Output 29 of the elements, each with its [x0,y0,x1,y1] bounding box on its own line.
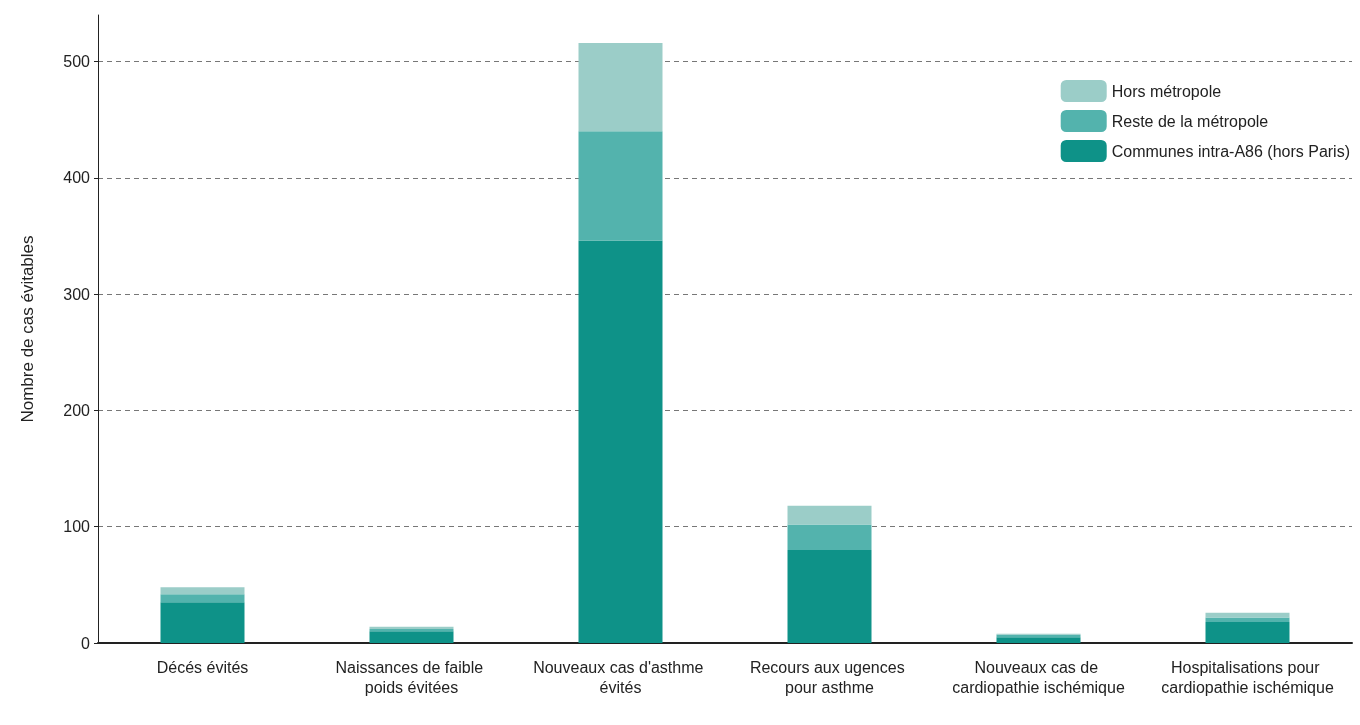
bar [787,524,872,550]
x-tick-label: Recours aux ugences pour asthme [749,658,910,696]
bar [1205,617,1290,623]
y-tick-label: 300 [63,285,91,303]
bar [160,602,245,643]
bar [160,587,245,595]
y-tick-label: 0 [81,634,91,652]
x-tick-label: Nouveaux cas d'asthme évités [533,658,708,696]
y-tick-label: 400 [63,169,91,187]
bar [160,594,245,603]
bar [578,240,663,643]
legend-label: Communes intra-A86 (hors Paris) [1111,142,1350,160]
bar [996,637,1081,643]
x-tick-label: Naissances de faible poids évitées [335,658,488,696]
bar [578,131,663,241]
y-tick-label: 100 [63,518,91,536]
bar [369,631,454,643]
x-tick-label: Hospitalisations pour cardiopathie ischémique [1161,658,1334,696]
bar [578,42,663,132]
x-tick-label: Nouveaux cas de cardiopathie ischémique [952,658,1125,696]
y-tick-label: 200 [63,401,91,419]
legend-label: Reste de la métropole [1111,112,1269,130]
y-tick-label: 500 [63,53,91,71]
bar [787,505,872,525]
bar [787,549,872,643]
y-axis-title: Nombre de cas évitables [18,235,37,423]
x-tick-label: Décés évités [156,658,249,676]
bar [1205,622,1290,643]
legend-label: Hors métropole [1111,82,1222,100]
